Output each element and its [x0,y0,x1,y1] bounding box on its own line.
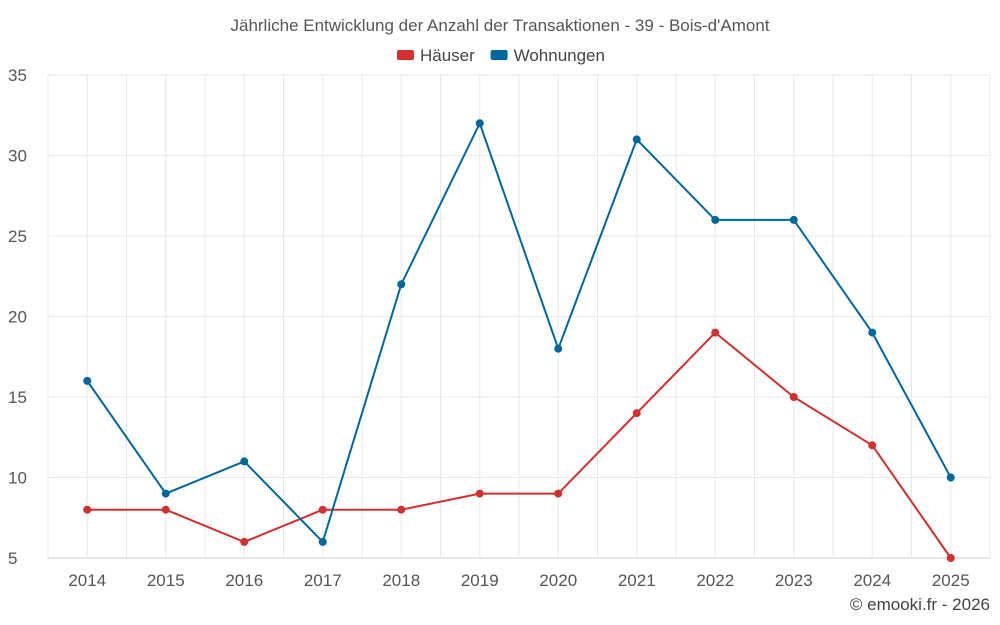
data-point [161,489,170,498]
data-point [868,441,877,450]
y-tick-label: 30 [8,147,27,166]
data-point [83,376,92,385]
data-point [711,328,720,337]
y-tick-label: 35 [8,66,27,85]
series-layer [83,119,955,562]
legend-label-2: Wohnungen [514,46,605,65]
data-point [554,344,563,353]
data-point [711,215,720,224]
data-point [632,409,641,418]
x-tick-label: 2014 [68,571,106,590]
copyright-credit: © emooki.fr - 2026 [850,595,990,614]
x-tick-label: 2023 [775,571,813,590]
data-point [318,505,327,514]
data-point [318,537,327,546]
x-tick-label: 2018 [382,571,420,590]
data-point [946,473,955,482]
x-tick-label: 2020 [539,571,577,590]
data-point [240,457,249,466]
x-tick-label: 2016 [225,571,263,590]
data-point [83,505,92,514]
data-point [789,393,798,401]
y-tick-label: 10 [8,469,27,488]
legend-swatch-1 [397,50,414,60]
y-axis-ticks: 5 10 15 20 25 30 35 [8,66,27,568]
data-point [632,135,641,144]
y-tick-label: 20 [8,308,27,327]
x-tick-label: 2019 [461,571,499,590]
data-point [946,554,955,562]
chart-title: Jährliche Entwicklung der Anzahl der Tra… [230,16,769,35]
grid [47,74,991,559]
x-tick-label: 2022 [696,571,734,590]
data-point [789,215,798,224]
legend-label-1: Häuser [420,46,475,65]
x-tick-label: 2025 [932,571,970,590]
x-tick-label: 2015 [147,571,185,590]
data-point [397,505,406,514]
data-point [475,119,484,128]
series-line-1 [87,331,952,559]
data-point [397,280,406,289]
y-tick-label: 15 [8,388,27,407]
data-point [475,489,484,498]
series-line-2 [86,122,952,543]
data-point [161,505,170,514]
data-point [240,537,249,546]
x-tick-label: 2017 [304,571,342,590]
legend-swatch-2 [490,50,508,60]
y-tick-label: 5 [8,549,17,568]
x-tick-label: 2024 [853,571,891,590]
data-point [868,328,877,337]
data-point [554,489,563,498]
legend: Häuser Wohnungen [397,46,605,65]
y-tick-label: 25 [8,227,27,246]
x-axis-ticks: 2014 2015 2016 2017 2018 2019 2020 2021 2022 2023… [68,571,969,590]
x-tick-label: 2021 [618,571,656,590]
